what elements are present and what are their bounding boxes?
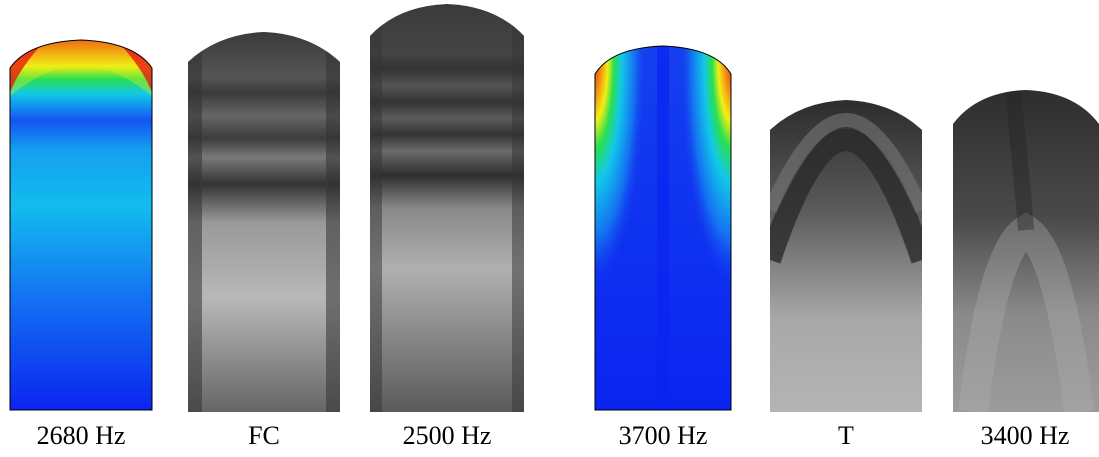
photo-panel-2500hz — [370, 4, 524, 412]
photo-panel-3400hz — [953, 90, 1099, 412]
simulation-panel-2680hz — [8, 38, 154, 412]
simulation-image-2680hz — [9, 39, 153, 411]
label-3400hz: 3400 Hz — [980, 421, 1070, 450]
label-2680hz: 2680 Hz — [36, 421, 126, 450]
photo-image-2500hz — [370, 4, 524, 412]
simulation-panel-3700hz — [593, 44, 733, 412]
photo-image-t — [770, 100, 922, 412]
simulation-image-3700hz — [594, 45, 732, 411]
photo-panel-fc — [188, 32, 340, 412]
label-2500hz: 2500 Hz — [402, 421, 492, 450]
label-t: T — [838, 421, 854, 450]
label-fc: FC — [248, 421, 280, 450]
photo-image-3400hz — [953, 90, 1099, 412]
label-3700hz: 3700 Hz — [618, 421, 708, 450]
photo-image-fc — [188, 32, 340, 412]
photo-panel-t — [770, 100, 922, 412]
